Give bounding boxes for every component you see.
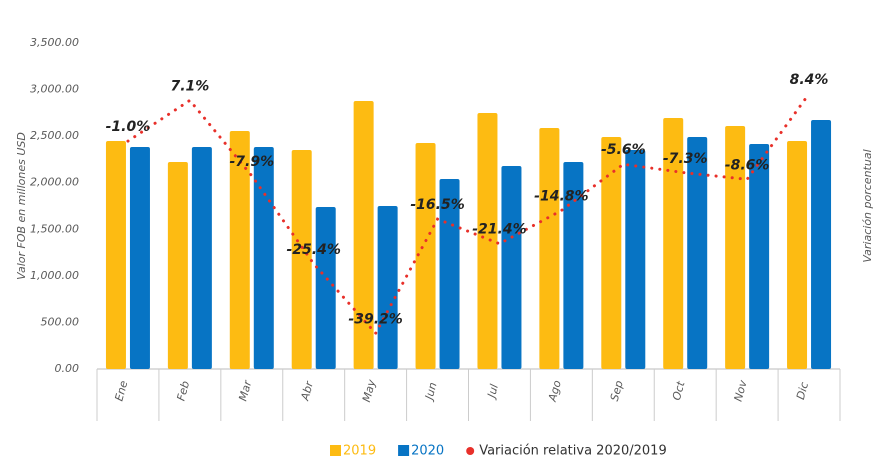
bar (687, 136, 708, 369)
bar (725, 125, 746, 369)
x-tick-label: Feb (175, 379, 193, 402)
data-label: 8.4% (790, 72, 829, 88)
y-tick-label: 2,000.00 (30, 176, 79, 189)
data-label: -8.6% (725, 157, 770, 173)
y-tick-label: 1,000.00 (30, 269, 79, 282)
x-tick-label: Nov (732, 378, 750, 403)
y-axis-label: Valor FOB en millones USD (15, 132, 28, 280)
legend-label: Variación relativa 2020/2019 (479, 444, 667, 459)
data-label: -25.4% (287, 242, 341, 258)
x-tick-label: Jul (484, 383, 501, 401)
y-tick-label: 1,500.00 (30, 222, 79, 235)
bar (315, 207, 336, 369)
bar (625, 150, 646, 369)
legend-marker (330, 445, 341, 456)
bar (229, 131, 250, 369)
bar (439, 178, 460, 369)
legend-label: 2020 (411, 444, 444, 459)
bar (253, 147, 274, 369)
bar (501, 165, 522, 369)
data-label: -7.9% (229, 154, 274, 170)
x-tick-label: Jun (422, 381, 440, 403)
bar (353, 101, 374, 369)
y-tick-label: 2,500.00 (30, 129, 79, 142)
data-label: 7.1% (170, 78, 209, 94)
bar (291, 150, 312, 369)
legend-marker (466, 447, 475, 455)
legend-label: 2019 (343, 444, 376, 459)
bar (563, 162, 584, 369)
data-label: -5.6% (601, 142, 646, 158)
x-tick-label: May (360, 378, 379, 404)
x-tick-label: Abr (298, 379, 316, 403)
y-tick-label: 3,000.00 (30, 83, 79, 96)
x-tick-label: Sep (608, 379, 626, 402)
y2-axis-label: Variación porcentual (861, 149, 874, 262)
bar (601, 136, 622, 369)
y-tick-label: 3,500.00 (30, 36, 79, 49)
x-tick-label: Ago (546, 379, 564, 404)
data-label: -14.8% (534, 189, 588, 205)
bar (105, 140, 126, 369)
x-tick-label: Dic (794, 381, 811, 401)
bar (749, 143, 770, 369)
y-tick-label: 0.00 (55, 362, 80, 375)
variation-line (126, 92, 811, 336)
bar (129, 147, 150, 369)
data-label: -7.3% (663, 151, 708, 167)
data-label: -16.5% (410, 197, 464, 213)
bar (191, 147, 212, 369)
legend-marker (398, 445, 410, 456)
bar (167, 162, 188, 369)
x-tick-label: Mar (236, 378, 254, 403)
y-tick-label: 500.00 (41, 315, 80, 328)
bar (663, 117, 684, 369)
x-tick-label: Ene (113, 379, 131, 403)
bar (787, 140, 808, 369)
bar (539, 128, 560, 369)
data-label: -21.4% (472, 222, 526, 238)
bar (377, 206, 398, 369)
data-label: -39.2% (348, 311, 402, 327)
bar (811, 120, 832, 369)
x-tick-label: Oct (670, 379, 688, 401)
data-label: -1.0% (106, 119, 151, 135)
bar (477, 113, 498, 369)
bar (415, 143, 436, 369)
